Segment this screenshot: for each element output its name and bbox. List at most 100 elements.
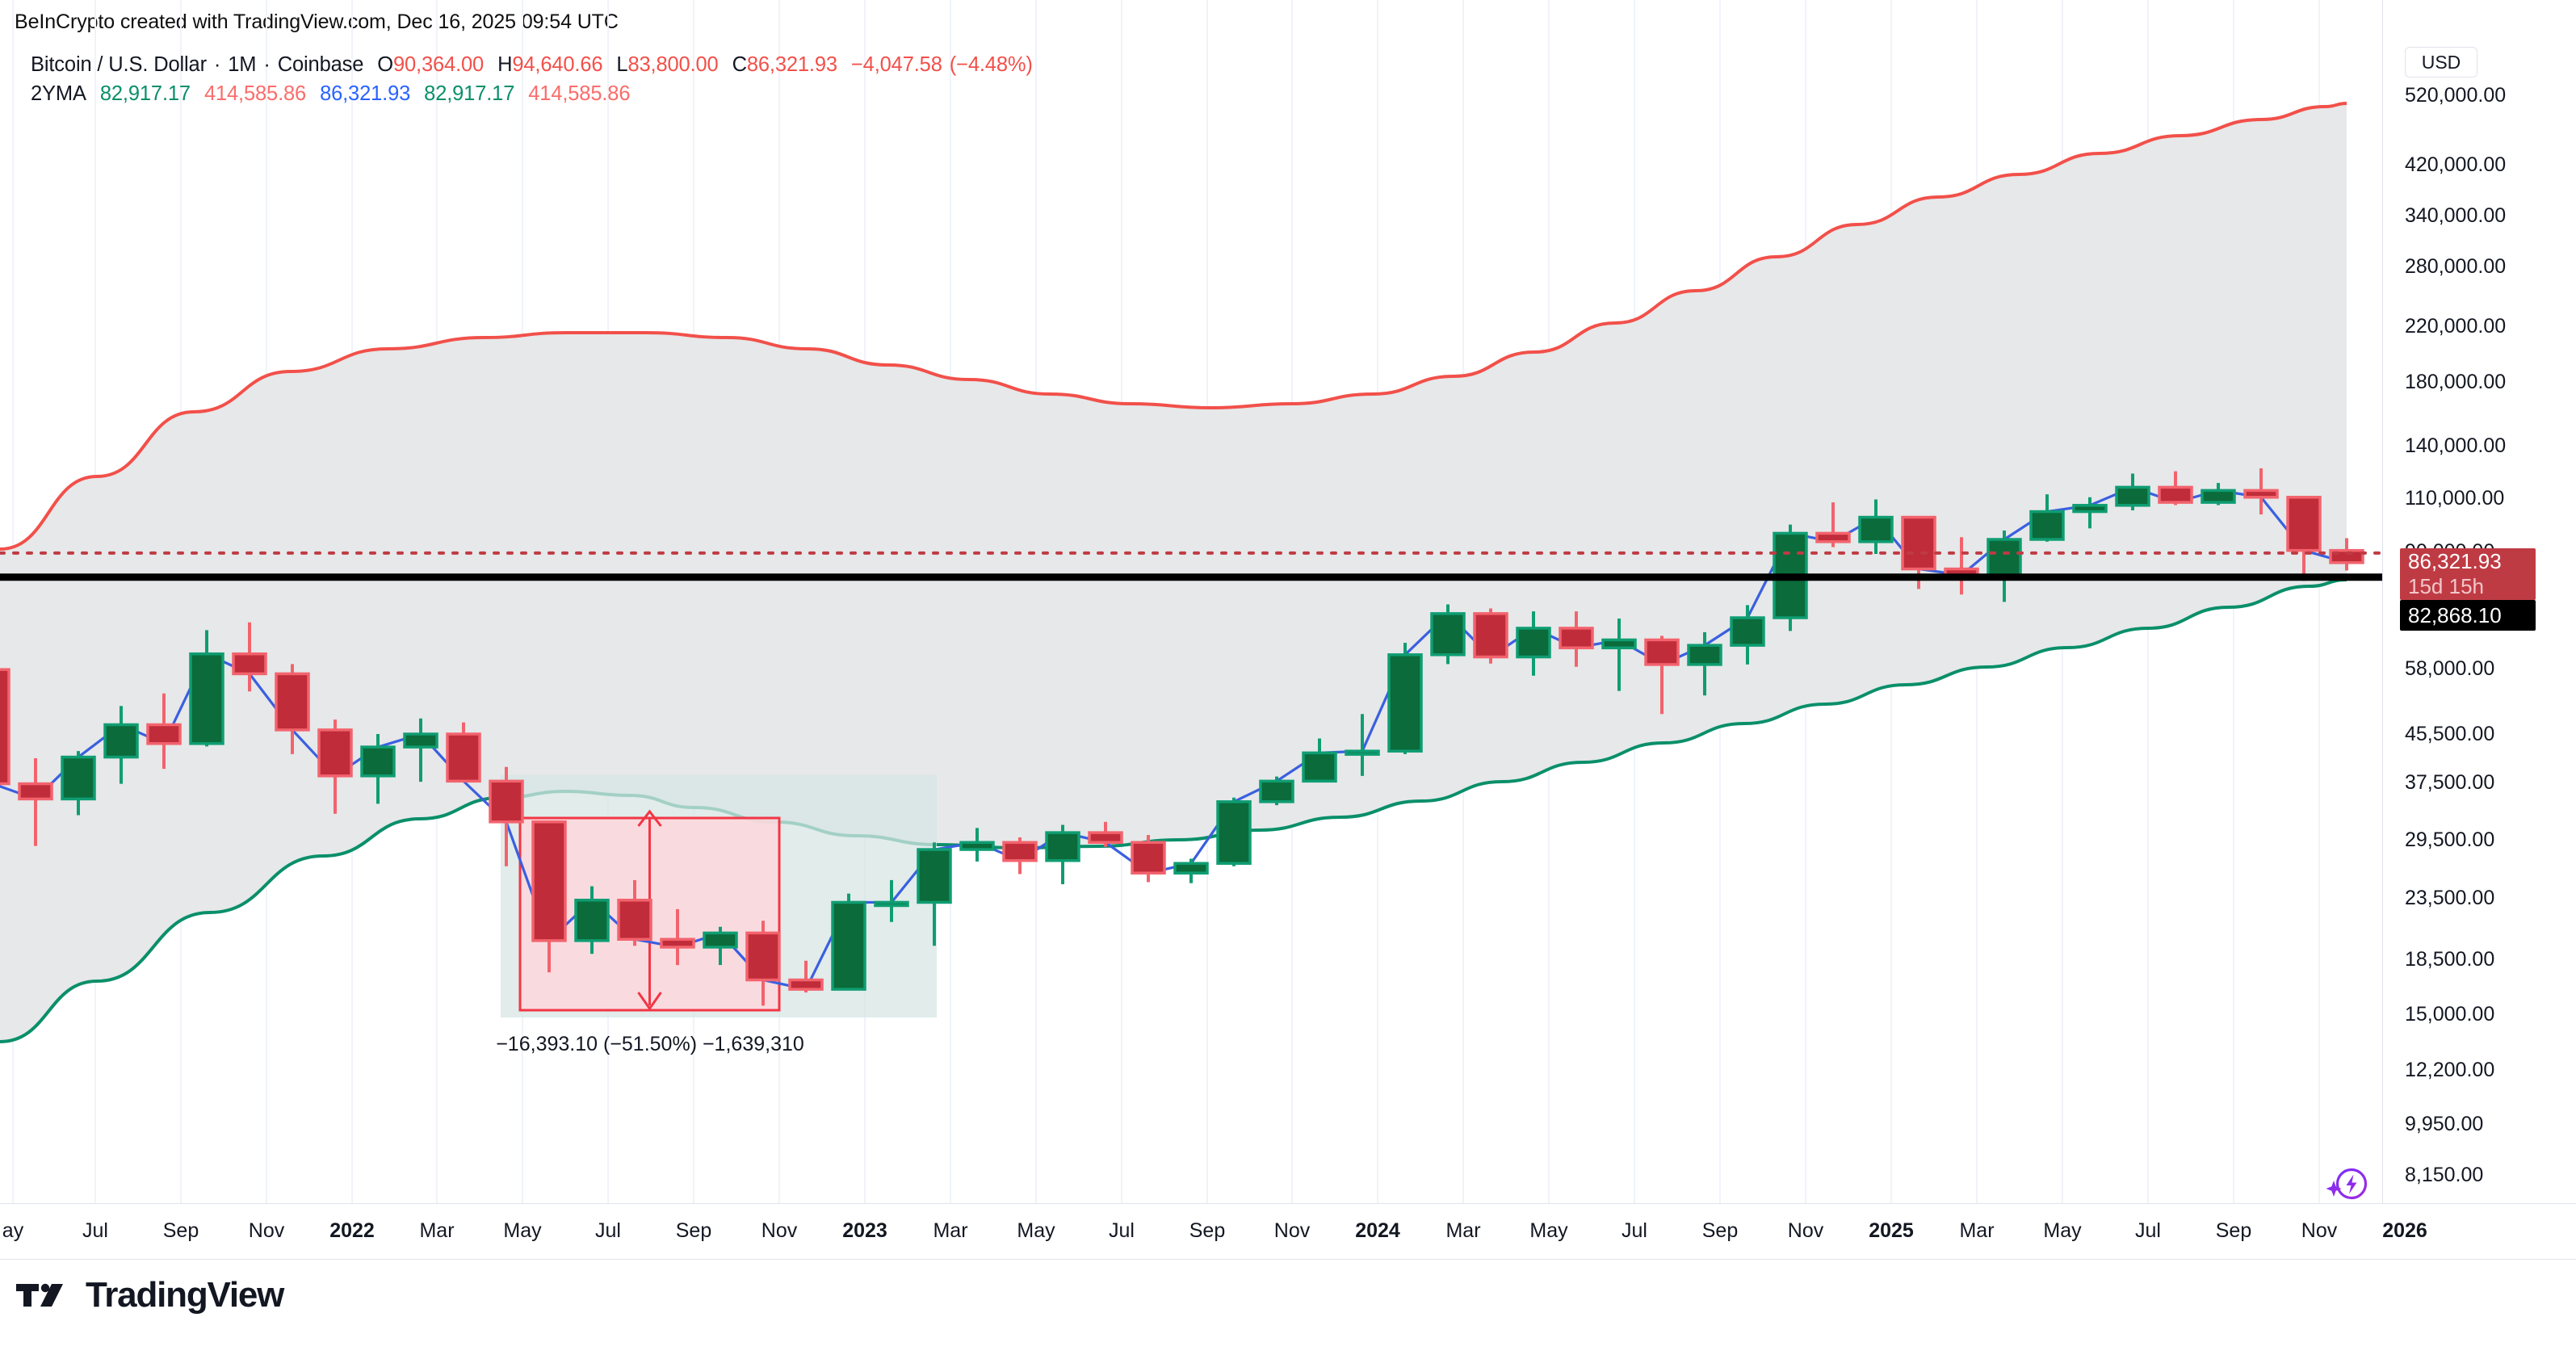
candle [489, 766, 524, 866]
candle [1644, 636, 1680, 715]
time-tick: May [1529, 1219, 1568, 1242]
price-badge-value: 82,868.10 [2408, 602, 2502, 627]
legend-indicator-v5: 414,585.86 [528, 82, 631, 105]
candle [745, 921, 781, 1006]
time-tick: Mar [419, 1219, 455, 1242]
time-tick: ay [2, 1219, 24, 1242]
legend-high-label: H [497, 53, 513, 76]
candle [703, 926, 738, 966]
chart-canvas[interactable] [0, 0, 2382, 1203]
price-tick: 520,000.00 [2405, 84, 2507, 107]
time-tick: 2023 [842, 1219, 887, 1242]
legend-change-pct: (−4.48%) [949, 53, 1033, 76]
candle [1687, 631, 1722, 696]
band-upper-line [0, 102, 2347, 552]
candle [531, 820, 567, 973]
secondary-price-badge[interactable]: 82,868.10 [2400, 600, 2536, 631]
candle [1473, 608, 1508, 664]
candle [232, 622, 267, 692]
chart-plot-area[interactable] [0, 0, 2382, 1203]
ai-lightning-icon[interactable] [2322, 1164, 2373, 1210]
chart-legend: Bitcoin / U.S. Dollar · 1M · Coinbase O90,364… [31, 50, 1033, 108]
two-year-ma-band [0, 102, 2347, 1044]
candle [1088, 821, 1123, 847]
legend-change-abs: −4,047.58 [850, 53, 942, 76]
candle [1601, 618, 1637, 691]
legend-indicator-v2: 414,585.86 [203, 82, 307, 105]
candle [2243, 468, 2279, 515]
time-tick: Sep [162, 1219, 199, 1242]
candle [1559, 611, 1594, 667]
candle [1858, 499, 1894, 554]
time-tick: Sep [1189, 1219, 1226, 1242]
price-tick: 12,200.00 [2405, 1059, 2495, 1081]
candle [1259, 776, 1294, 806]
price-tick: 58,000.00 [2405, 657, 2495, 680]
price-axis-separator [2382, 0, 2383, 1203]
candle [1002, 837, 1038, 875]
candle [2286, 496, 2322, 581]
time-axis-top-border [0, 1203, 2576, 1204]
candle [61, 751, 96, 816]
candle [917, 842, 952, 946]
time-tick: Jul [82, 1219, 108, 1242]
price-tick: 8,150.00 [2405, 1164, 2484, 1186]
candle [2158, 471, 2193, 506]
price-tick: 140,000.00 [2405, 434, 2507, 457]
legend-interval[interactable]: 1M [228, 53, 257, 76]
legend-symbol[interactable]: Bitcoin / U.S. Dollar [31, 53, 207, 76]
candle [1173, 858, 1209, 883]
tradingview-logo[interactable]: TradingView [16, 1277, 284, 1313]
price-axis[interactable]: USD 520,000.00 420,000.00 340,000.00 280,00… [2382, 0, 2576, 1203]
candle [189, 630, 224, 747]
legend-indicator-name[interactable]: 2YMA [31, 82, 86, 105]
time-tick: Jul [1109, 1219, 1135, 1242]
time-tick: Mar [1959, 1219, 1995, 1242]
candle [1045, 824, 1080, 884]
price-badge-value: 86,321.93 [2408, 549, 2502, 573]
time-tick: Sep [2215, 1219, 2252, 1242]
price-tick: 220,000.00 [2405, 315, 2507, 338]
legend-indicator-row[interactable]: 2YMA 82,917.17 414,585.86 86,321.93 82,917.1… [31, 79, 1033, 108]
time-tick: 2022 [329, 1219, 375, 1242]
candle [959, 828, 995, 862]
legend-close-label: C [732, 53, 747, 76]
price-tick: 37,500.00 [2405, 771, 2495, 794]
price-tick: 23,500.00 [2405, 887, 2495, 909]
candle [1302, 738, 1337, 783]
legend-indicator-v1: 82,917.17 [99, 82, 191, 105]
time-tick: Mar [933, 1219, 968, 1242]
legend-sep-1: · [213, 53, 221, 76]
candle [2201, 483, 2236, 506]
footer-bar: TradingView [0, 1260, 2576, 1355]
candle [2115, 473, 2150, 510]
time-tick: Mar [1445, 1219, 1481, 1242]
time-tick: May [2043, 1219, 2082, 1242]
candle [1815, 502, 1851, 547]
current-price-badge[interactable]: 86,321.93 15d 15h [2400, 548, 2536, 600]
candle [1216, 797, 1252, 866]
legend-low-label: L [616, 53, 628, 76]
price-tick: 29,500.00 [2405, 829, 2495, 851]
legend-indicator-v4: 82,917.17 [424, 82, 515, 105]
candle [275, 664, 310, 754]
candle [1131, 835, 1166, 883]
candle [2029, 494, 2065, 542]
time-axis[interactable]: ay Jul Sep Nov 2022 Mar May Jul Sep Nov 2023 Mar May… [0, 1203, 2576, 1260]
candle [446, 722, 481, 783]
candle [874, 879, 909, 922]
band-fill [0, 103, 2347, 1042]
price-tick: 110,000.00 [2405, 487, 2505, 510]
legend-symbol-row[interactable]: Bitcoin / U.S. Dollar · 1M · Coinbase O90,364… [31, 50, 1033, 79]
candle [574, 886, 610, 954]
legend-low-value: 83,800.00 [627, 53, 719, 76]
currency-badge[interactable]: USD [2405, 47, 2477, 78]
legend-exchange[interactable]: Coinbase [277, 53, 364, 76]
candle [18, 758, 53, 846]
time-tick: Sep [675, 1219, 712, 1242]
legend-indicator-v3: 86,321.93 [320, 82, 411, 105]
candle [1387, 643, 1423, 754]
measurement-readout: −16,393.10 (−51.50%) −1,639,310 [496, 1033, 804, 1055]
price-tick: 15,000.00 [2405, 1003, 2495, 1026]
